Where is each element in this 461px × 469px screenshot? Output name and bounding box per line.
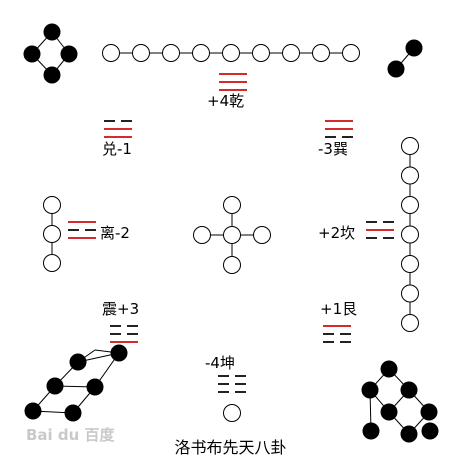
south-luoshu-dot bbox=[223, 404, 241, 422]
qian-label: +4乾 bbox=[207, 92, 245, 110]
north-luoshu-dot bbox=[312, 44, 330, 62]
east-luoshu-dot bbox=[401, 137, 419, 155]
watermark: Bai du 百度 bbox=[26, 426, 115, 444]
southeast-luoshu-dot bbox=[421, 422, 439, 440]
east-luoshu-dot bbox=[401, 166, 419, 185]
dui-label: 兑-1 bbox=[102, 140, 132, 158]
li-label: 离-2 bbox=[100, 224, 130, 242]
north-luoshu-dot bbox=[282, 44, 300, 62]
southeast-luoshu-dot bbox=[361, 381, 379, 399]
west-luoshu-dot bbox=[43, 254, 61, 272]
southwest-luoshu-dot bbox=[110, 344, 128, 362]
north-luoshu-dot bbox=[252, 44, 270, 62]
northwest-luoshu-dot bbox=[60, 45, 78, 63]
north-luoshu-dot bbox=[102, 44, 120, 62]
east-luoshu-dot bbox=[401, 196, 419, 214]
southeast-luoshu-dot bbox=[380, 360, 398, 378]
north-luoshu-dot bbox=[222, 44, 240, 62]
north-luoshu-dot bbox=[132, 44, 150, 62]
east-luoshu-dot bbox=[401, 284, 419, 303]
gen-label: +1艮 bbox=[320, 300, 358, 318]
southeast-luoshu-dot bbox=[400, 425, 418, 443]
southwest-luoshu-dot bbox=[64, 404, 82, 422]
west-luoshu-dot bbox=[43, 225, 61, 243]
southeast-luoshu-dot bbox=[400, 381, 418, 399]
zhen-label: 震+3 bbox=[102, 300, 140, 318]
southwest-luoshu-dot bbox=[86, 378, 104, 396]
center-luoshu-dot bbox=[223, 256, 241, 274]
southeast-luoshu-dot bbox=[380, 403, 398, 421]
north-luoshu-dot bbox=[192, 44, 210, 62]
southeast-luoshu-dot bbox=[420, 403, 438, 421]
center-luoshu-dot bbox=[223, 226, 241, 244]
east-luoshu-dot bbox=[401, 314, 419, 332]
southwest-luoshu-dot bbox=[24, 402, 42, 420]
north-luoshu-dot bbox=[342, 44, 360, 62]
kan-label: +2坎 bbox=[318, 224, 356, 242]
east-luoshu-dot bbox=[401, 225, 419, 244]
northwest-luoshu-dot bbox=[43, 66, 61, 84]
northeast-luoshu-dot bbox=[405, 39, 423, 57]
northwest-luoshu-dot bbox=[23, 45, 41, 63]
xun-label: -3巽 bbox=[318, 140, 348, 158]
west-luoshu-dot bbox=[43, 196, 61, 214]
north-luoshu-dot bbox=[162, 44, 180, 62]
center-luoshu-dot bbox=[223, 196, 241, 214]
southwest-luoshu-dot bbox=[46, 377, 64, 395]
east-luoshu-dot bbox=[401, 255, 419, 273]
center-luoshu-dot bbox=[253, 226, 271, 244]
northwest-luoshu-dot bbox=[43, 23, 61, 41]
kun-label: -4坤 bbox=[205, 354, 235, 372]
diagram-title: 洛书布先天八卦 bbox=[174, 438, 287, 457]
center-luoshu-dot bbox=[193, 226, 211, 244]
southeast-luoshu-dot bbox=[362, 422, 380, 440]
northeast-luoshu-dot bbox=[387, 60, 405, 78]
southwest-luoshu-dot bbox=[69, 353, 87, 371]
